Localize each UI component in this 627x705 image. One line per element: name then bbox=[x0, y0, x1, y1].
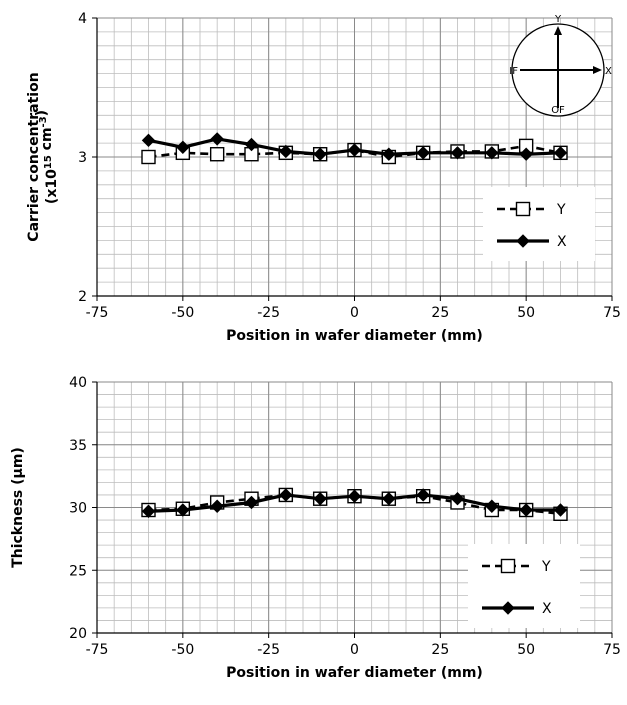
data-point bbox=[176, 503, 190, 517]
y-axis-title: Carrier concentration bbox=[26, 72, 42, 241]
x-tick-label: 75 bbox=[603, 305, 621, 321]
data-point bbox=[519, 147, 533, 161]
series-x bbox=[141, 488, 568, 518]
x-tick-label: -25 bbox=[257, 305, 280, 321]
data-point bbox=[416, 146, 430, 160]
legend-background bbox=[468, 544, 580, 628]
data-point bbox=[485, 499, 499, 513]
x-axis-title: Position in wafer diameter (mm) bbox=[226, 328, 483, 344]
legend-background bbox=[483, 187, 595, 261]
legend-label: X bbox=[557, 234, 567, 250]
legend-marker bbox=[516, 234, 530, 248]
unit-superscript: 15 bbox=[43, 155, 54, 169]
data-point bbox=[347, 489, 362, 503]
y-axis-title: Thickness (µm) bbox=[10, 447, 26, 568]
data-point bbox=[553, 503, 568, 517]
data-point bbox=[141, 133, 156, 148]
x-tick-label: -25 bbox=[257, 642, 280, 658]
y-tick-label: 40 bbox=[69, 375, 87, 391]
x-tick-label: 0 bbox=[350, 642, 359, 658]
x-tick-label: 75 bbox=[603, 642, 621, 658]
x-tick-label: 50 bbox=[517, 642, 535, 658]
data-point bbox=[209, 147, 225, 162]
inset-label-x: X bbox=[605, 66, 612, 77]
legend: YX bbox=[483, 187, 595, 261]
data-point bbox=[450, 146, 465, 160]
y-tick-label: 2 bbox=[78, 289, 87, 305]
x-tick-label: -50 bbox=[171, 305, 194, 321]
legend-marker bbox=[515, 201, 531, 217]
unit-text: ) bbox=[34, 110, 50, 116]
data-point bbox=[210, 132, 224, 146]
inset-label-if: IF bbox=[509, 66, 518, 77]
unit-superscript: -3 bbox=[38, 116, 49, 127]
x-tick-label: 25 bbox=[431, 305, 449, 321]
y-tick-label: 35 bbox=[69, 438, 87, 454]
legend: YX bbox=[468, 544, 580, 628]
y-tick-label: 25 bbox=[69, 563, 87, 579]
grid bbox=[96, 381, 613, 634]
data-point bbox=[347, 143, 362, 157]
data-point bbox=[553, 146, 568, 160]
y-axis-unit: (x1015 cm-3) bbox=[34, 110, 60, 204]
x-axis-title: Position in wafer diameter (mm) bbox=[226, 665, 483, 681]
y-arrow-head bbox=[554, 26, 562, 35]
inset-label-of: OF bbox=[551, 105, 565, 116]
x-arrow-head bbox=[593, 66, 602, 74]
wafer-orientation-inset: Y X IF OF bbox=[509, 14, 612, 117]
thickness-chart: -75 -50 -25 0 25 50 75 20 25 30 35 40 Position in wa… bbox=[10, 375, 621, 681]
y-tick-label: 3 bbox=[78, 150, 87, 166]
inset-label-y: Y bbox=[554, 14, 562, 25]
x-tick-label: 0 bbox=[350, 305, 359, 321]
data-point bbox=[313, 147, 327, 161]
data-point bbox=[141, 149, 156, 165]
series-x bbox=[141, 132, 568, 161]
data-point bbox=[382, 147, 396, 161]
data-point bbox=[141, 504, 156, 518]
data-point bbox=[279, 488, 293, 502]
x-tick-label: 50 bbox=[517, 305, 535, 321]
legend-label: Y bbox=[556, 202, 566, 218]
data-point bbox=[382, 492, 396, 506]
legend-marker bbox=[500, 558, 516, 574]
x-tick-label: -50 bbox=[171, 642, 194, 658]
legend-label: X bbox=[542, 601, 552, 617]
y-tick-label: 20 bbox=[69, 626, 87, 642]
x-tick-label: 25 bbox=[431, 642, 449, 658]
carrier-concentration-chart: -75 -50 -25 0 25 50 75 2 3 4 Position in wafer dia… bbox=[26, 11, 621, 344]
legend-label: Y bbox=[541, 559, 551, 575]
data-point bbox=[313, 492, 327, 506]
x-tick-label: -75 bbox=[86, 305, 109, 321]
unit-text: (x10 bbox=[44, 169, 60, 204]
data-point bbox=[416, 488, 430, 502]
data-point bbox=[176, 140, 190, 154]
data-point bbox=[279, 144, 293, 159]
data-point bbox=[244, 495, 259, 510]
data-point bbox=[210, 499, 224, 513]
data-point bbox=[485, 146, 499, 160]
y-tick-label: 4 bbox=[78, 11, 87, 27]
data-point bbox=[519, 503, 533, 517]
x-tick-label: -75 bbox=[86, 642, 109, 658]
y-tick-label: 30 bbox=[69, 501, 87, 517]
data-point bbox=[450, 492, 465, 506]
data-point bbox=[244, 137, 259, 152]
legend-marker bbox=[501, 601, 515, 615]
unit-text: cm bbox=[39, 127, 55, 155]
